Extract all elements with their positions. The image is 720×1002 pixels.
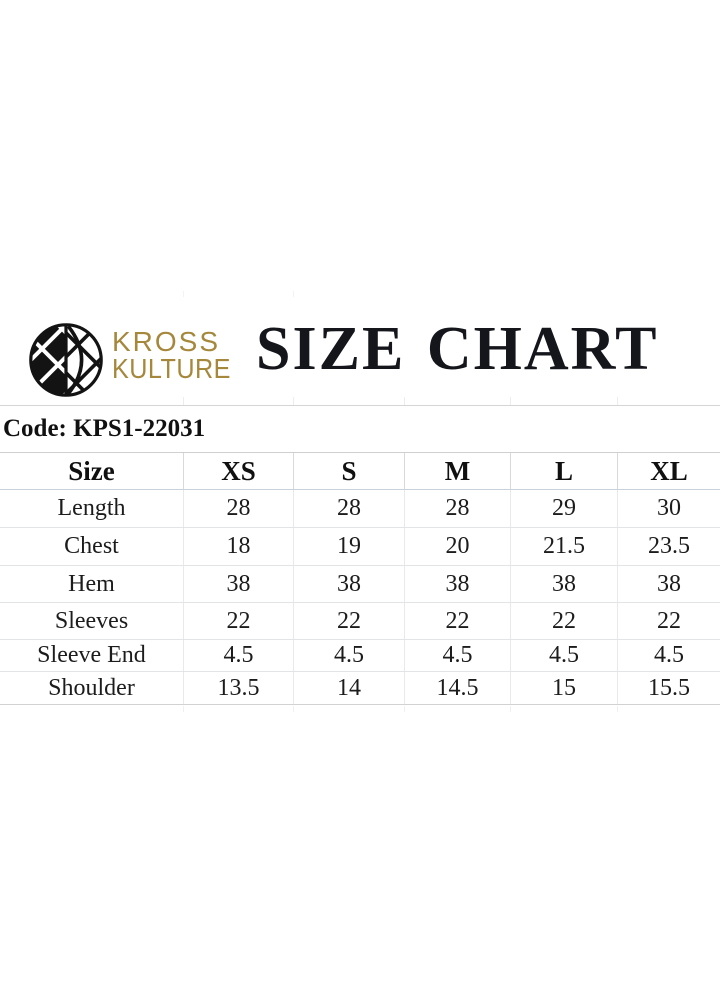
cell-length-xl: 30 <box>617 490 720 527</box>
row-label-length: Length <box>57 495 126 521</box>
column-header-m: M <box>404 453 510 489</box>
cell-chest-s: 19 <box>293 528 404 565</box>
cell-chest-xl: 23.5 <box>617 528 720 565</box>
row-label-hem: Hem <box>68 570 115 597</box>
cell-shoulder-xs: 13.5 <box>183 672 293 704</box>
size-chart-header-row: Size XS S M L XL <box>0 453 720 490</box>
cell-shoulder-l: 15 <box>510 672 617 704</box>
cell-chest-m: 20 <box>404 528 510 565</box>
column-header-size: Size <box>68 455 115 486</box>
cell-hem-s: 38 <box>293 566 404 602</box>
gridline-remnant <box>617 706 618 712</box>
cell-hem-xs: 38 <box>183 566 293 602</box>
gridline-remnant <box>404 397 405 405</box>
table-row-length: Length 28 28 28 29 30 <box>0 490 720 528</box>
row-label-sleeve-end: Sleeve End <box>37 642 146 668</box>
cell-sleeve-end-l: 4.5 <box>510 640 617 671</box>
cell-shoulder-s: 14 <box>293 672 404 704</box>
brand-name: KROSS KULTURE <box>112 326 244 384</box>
cell-length-l: 29 <box>510 490 617 527</box>
size-chart-table: Code: KPS1-22031 Size XS S M L XL Length 28 28 2… <box>0 405 720 705</box>
gridline-remnant <box>404 706 405 712</box>
gridline-remnant <box>293 706 294 712</box>
table-row-chest: Chest 18 19 20 21.5 23.5 <box>0 528 720 566</box>
brand-name-line2: KULTURE <box>112 353 231 384</box>
cell-chest-xs: 18 <box>183 528 293 565</box>
cell-sleeves-m: 22 <box>404 603 510 639</box>
cell-sleeve-end-s: 4.5 <box>293 640 404 671</box>
page-title: SIZE CHART <box>256 315 659 383</box>
row-label-sleeves: Sleeves <box>54 607 129 634</box>
column-header-xs: XS <box>183 453 293 489</box>
kross-kulture-globe-icon <box>29 323 103 397</box>
table-row-sleeve-end: Sleeve End 4.5 4.5 4.5 4.5 4.5 <box>0 640 720 672</box>
product-code-label: Code: KPS1-22031 <box>0 406 720 453</box>
cell-length-s: 28 <box>293 490 404 527</box>
gridline-remnant <box>183 291 184 297</box>
gridline-remnant <box>617 397 618 405</box>
cell-shoulder-m: 14.5 <box>404 672 510 704</box>
cell-hem-xl: 38 <box>617 566 720 602</box>
gridline-remnant <box>510 397 511 405</box>
cell-sleeve-end-xs: 4.5 <box>183 640 293 671</box>
cell-chest-l: 21.5 <box>510 528 617 565</box>
gridline-remnant <box>293 291 294 297</box>
gridline-remnant <box>183 706 184 712</box>
column-header-xl: XL <box>617 453 720 489</box>
gridline-remnant <box>183 397 184 405</box>
column-header-s: S <box>293 453 404 489</box>
size-chart-body: Length 28 28 28 29 30 Chest 18 19 20 21.5 23.5 Hem 38… <box>0 490 720 705</box>
cell-sleeves-xl: 22 <box>617 603 720 639</box>
cell-sleeve-end-m: 4.5 <box>404 640 510 671</box>
cell-length-m: 28 <box>404 490 510 527</box>
cell-sleeves-s: 22 <box>293 603 404 639</box>
row-label-chest: Chest <box>64 533 119 559</box>
cell-sleeves-l: 22 <box>510 603 617 639</box>
gridline-remnant <box>293 397 294 405</box>
cell-hem-l: 38 <box>510 566 617 602</box>
row-label-shoulder: Shoulder <box>48 674 135 701</box>
cell-sleeve-end-xl: 4.5 <box>617 640 720 671</box>
column-header-l: L <box>510 453 617 489</box>
cell-sleeves-xs: 22 <box>183 603 293 639</box>
cell-length-xs: 28 <box>183 490 293 527</box>
table-row-shoulder: Shoulder 13.5 14 14.5 15 15.5 <box>0 672 720 705</box>
gridline-remnant <box>510 706 511 712</box>
table-row-hem: Hem 38 38 38 38 38 <box>0 566 720 603</box>
table-row-sleeves: Sleeves 22 22 22 22 22 <box>0 603 720 640</box>
brand-name-line1: KROSS <box>112 326 221 357</box>
cell-shoulder-xl: 15.5 <box>617 672 720 704</box>
cell-hem-m: 38 <box>404 566 510 602</box>
